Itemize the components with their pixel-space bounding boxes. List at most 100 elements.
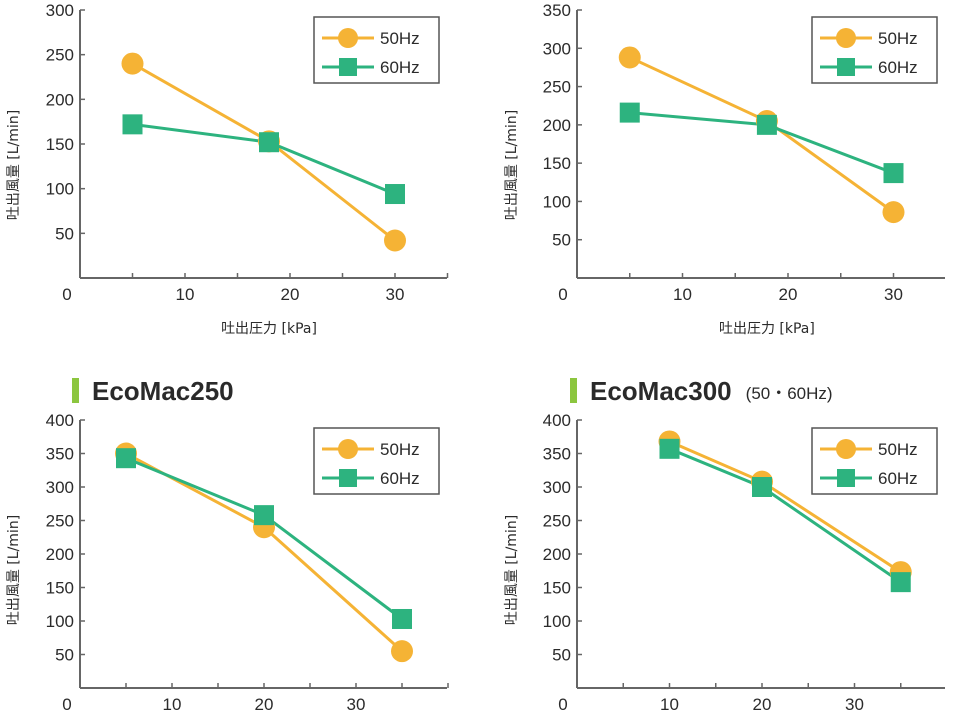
data-point-60hz xyxy=(392,608,412,629)
x-tick-label: 20 xyxy=(753,695,772,714)
legend-marker-50hz xyxy=(836,28,856,48)
chart-panel-2: 50 100 150 200 250 300 350 0 10 20 30 吐出風量 [L/min] 吐… xyxy=(504,1,945,337)
data-point-60hz xyxy=(116,448,136,469)
x-tick-label: 30 xyxy=(347,695,366,714)
y-tick-label: 300 xyxy=(543,478,571,497)
legend-label: 50Hz xyxy=(878,29,918,48)
x-tick-label: 30 xyxy=(845,695,864,714)
origin-label: 0 xyxy=(62,285,71,304)
origin-label: 0 xyxy=(558,695,567,714)
legend-marker-60hz xyxy=(339,58,357,76)
y-tick-label: 100 xyxy=(543,192,571,211)
data-point-60hz xyxy=(619,102,640,123)
data-point-60hz xyxy=(883,163,904,184)
legend-marker-60hz xyxy=(837,469,855,487)
y-tick-label: 50 xyxy=(552,646,571,665)
y-tick-label: 150 xyxy=(46,135,74,154)
x-tick-label: 30 xyxy=(386,285,405,304)
y-tick-label: 250 xyxy=(46,512,74,531)
legend: 50Hz 60Hz xyxy=(811,16,938,84)
chart-panel-3: EcoMac250 50 100 150 200 250 300 350 400 0 10 20 30 吐… xyxy=(6,376,449,714)
x-tick-label: 10 xyxy=(660,695,679,714)
x-tick-label: 30 xyxy=(884,285,903,304)
data-point-60hz xyxy=(890,572,911,593)
legend: 50Hz 60Hz xyxy=(811,427,938,495)
chart-panel-1: 50 100 150 200 250 300 0 10 20 30 吐出風量 [L/min] 吐出圧力… xyxy=(6,1,449,337)
title-marker xyxy=(72,378,79,403)
data-point-50hz xyxy=(618,46,641,69)
chart-title: EcoMac300 xyxy=(590,376,732,406)
data-point-50hz xyxy=(391,640,413,663)
legend-box xyxy=(313,427,440,495)
legend-label: 60Hz xyxy=(878,469,918,488)
legend-label: 60Hz xyxy=(380,469,420,488)
x-tick-label: 10 xyxy=(163,695,182,714)
y-tick-label: 250 xyxy=(543,78,571,97)
y-tick-label: 350 xyxy=(46,445,74,464)
legend-marker-60hz xyxy=(339,469,357,487)
y-tick-label: 100 xyxy=(46,180,74,199)
y-tick-label: 200 xyxy=(543,116,571,135)
y-tick-label: 100 xyxy=(543,612,571,631)
y-tick-label: 400 xyxy=(46,411,74,430)
y-tick-label: 200 xyxy=(46,90,74,109)
chart-subtitle: (50・60Hz) xyxy=(746,384,833,403)
y-axis-title: 吐出風量 [L/min] xyxy=(504,110,520,220)
legend-box xyxy=(811,16,938,84)
legend: 50Hz 60Hz xyxy=(313,16,440,84)
y-tick-label: 250 xyxy=(46,46,74,65)
data-point-60hz xyxy=(659,438,680,459)
y-tick-label: 100 xyxy=(46,612,74,631)
chart-title: EcoMac250 xyxy=(92,376,234,406)
legend-marker-50hz xyxy=(338,28,358,48)
x-tick-label: 20 xyxy=(255,695,274,714)
y-tick-label: 50 xyxy=(55,646,74,665)
y-tick-label: 250 xyxy=(543,512,571,531)
data-point-60hz xyxy=(756,114,777,135)
y-tick-label: 400 xyxy=(543,411,571,430)
legend-marker-60hz xyxy=(837,58,855,76)
data-point-50hz xyxy=(882,201,905,224)
y-axis-title: 吐出風量 [L/min] xyxy=(6,110,22,220)
y-tick-label: 350 xyxy=(543,1,571,20)
y-tick-label: 300 xyxy=(543,39,571,58)
y-tick-label: 350 xyxy=(543,445,571,464)
legend-label: 60Hz xyxy=(878,58,918,77)
title-marker xyxy=(570,378,577,403)
legend-label: 50Hz xyxy=(878,440,918,459)
y-tick-label: 300 xyxy=(46,478,74,497)
data-point-50hz xyxy=(121,52,144,75)
legend-marker-50hz xyxy=(836,439,856,459)
origin-label: 0 xyxy=(62,695,71,714)
data-point-60hz xyxy=(122,114,143,135)
y-tick-label: 150 xyxy=(543,579,571,598)
data-point-60hz xyxy=(254,505,274,526)
y-tick-label: 150 xyxy=(543,154,571,173)
legend: 50Hz 60Hz xyxy=(313,427,440,495)
legend-label: 60Hz xyxy=(380,58,420,77)
y-tick-label: 200 xyxy=(46,545,74,564)
y-tick-label: 50 xyxy=(552,231,571,250)
y-axis-title: 吐出風量 [L/min] xyxy=(504,515,520,625)
data-point-50hz xyxy=(384,229,406,252)
y-axis-title: 吐出風量 [L/min] xyxy=(6,515,22,625)
y-tick-label: 150 xyxy=(46,579,74,598)
chart-panel-4: EcoMac300 (50・60Hz)5010015020025030035040… xyxy=(504,376,945,714)
legend-box xyxy=(811,427,938,495)
y-tick-label: 200 xyxy=(543,545,571,564)
x-axis-title: 吐出圧力 [kPa] xyxy=(221,321,317,337)
x-axis-title: 吐出圧力 [kPa] xyxy=(719,321,815,337)
legend-label: 50Hz xyxy=(380,29,420,48)
x-tick-label: 10 xyxy=(176,285,195,304)
legend-box xyxy=(313,16,440,84)
y-tick-label: 300 xyxy=(46,1,74,20)
x-tick-label: 10 xyxy=(673,285,692,304)
y-tick-label: 50 xyxy=(55,224,74,243)
legend-label: 50Hz xyxy=(380,440,420,459)
origin-label: 0 xyxy=(558,285,567,304)
x-tick-label: 20 xyxy=(779,285,798,304)
x-tick-label: 20 xyxy=(281,285,300,304)
legend-marker-50hz xyxy=(338,439,358,459)
data-point-60hz xyxy=(385,184,405,205)
